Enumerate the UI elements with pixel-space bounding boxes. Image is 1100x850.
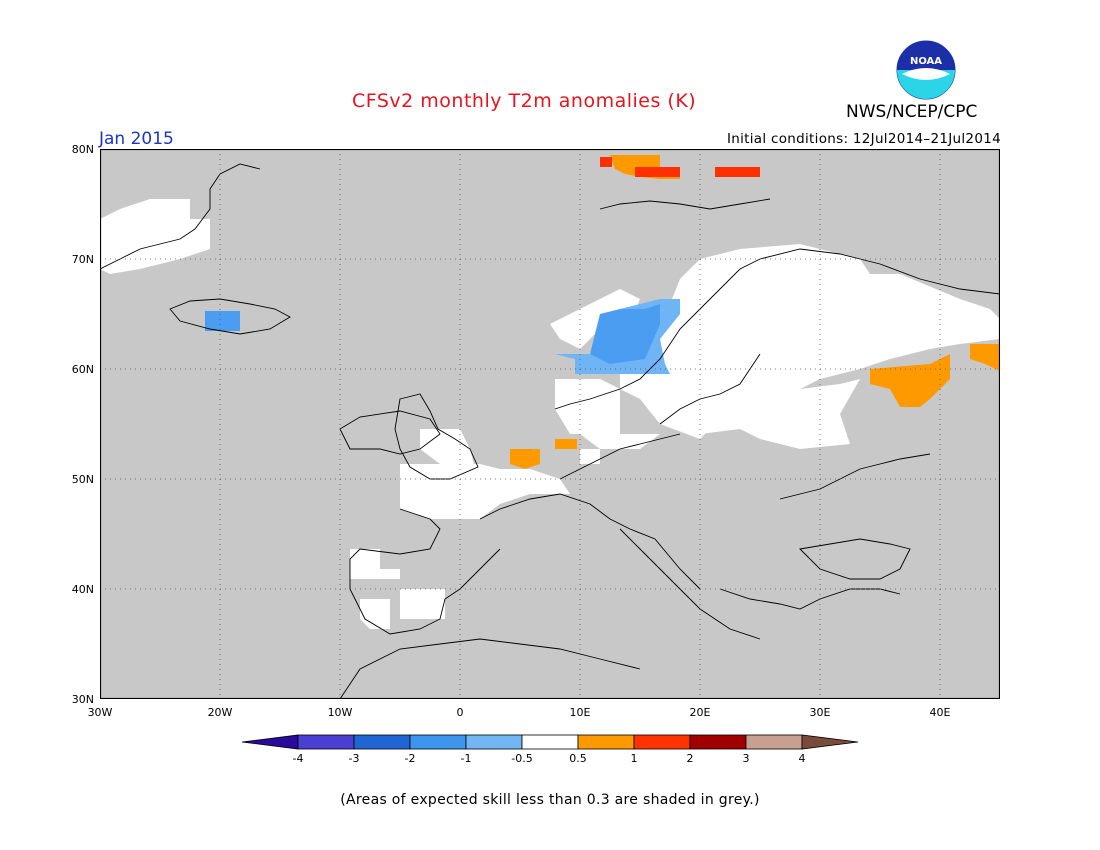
chart-title: CFSv2 monthly T2m anomalies (K): [352, 90, 697, 112]
legend-swatch: [521, 734, 579, 750]
neutral-regions: [100, 199, 1000, 629]
legend-swatch: [689, 734, 747, 750]
lon-label-10w: 10W: [327, 706, 353, 719]
lat-label-80n: 80N: [71, 143, 94, 156]
map-frame: [100, 149, 1000, 699]
legend-label-3: 3: [742, 752, 750, 765]
legend-label-neg3: -3: [348, 752, 360, 765]
legend-arrow-left: [241, 734, 299, 750]
legend-label-05: 0.5: [569, 752, 587, 765]
period-label: Jan 2015: [99, 129, 174, 149]
color-legend: [241, 734, 859, 750]
legend-arrow-right: [801, 734, 859, 750]
legend-label-4: 4: [798, 752, 806, 765]
lat-label-40n: 40N: [71, 583, 94, 596]
lat-label-60n: 60N: [71, 363, 94, 376]
lon-label-0: 0: [456, 706, 464, 719]
footnote: (Areas of expected skill less than 0.3 a…: [340, 792, 760, 808]
warm-anomalies: [510, 155, 1000, 469]
legend-label-neg2: -2: [404, 752, 416, 765]
lon-label-30e: 30E: [809, 706, 831, 719]
lat-label-50n: 50N: [71, 473, 94, 486]
logo-text: NOAA: [910, 56, 942, 67]
legend-swatch: [297, 734, 355, 750]
anomaly-map: [100, 149, 1000, 699]
noaa-logo: NOAA: [896, 40, 956, 100]
legend-label-1: 1: [630, 752, 638, 765]
lon-label-10e: 10E: [569, 706, 591, 719]
legend-swatch: [577, 734, 635, 750]
legend-label-2: 2: [686, 752, 694, 765]
legend-swatch: [353, 734, 411, 750]
lon-label-30w: 30W: [87, 706, 113, 719]
initial-conditions: Initial conditions: 12Jul2014–21Jul2014: [726, 131, 1001, 147]
legend-swatch: [465, 734, 523, 750]
lon-label-20w: 20W: [207, 706, 233, 719]
legend-swatch: [745, 734, 803, 750]
graticule: [100, 149, 1000, 699]
legend-swatch: [409, 734, 467, 750]
legend-label-neg4: -4: [292, 752, 304, 765]
coastlines: [100, 163, 1000, 699]
legend-swatch: [633, 734, 691, 750]
agency-label: NWS/NCEP/CPC: [846, 102, 978, 122]
lon-label-20e: 20E: [689, 706, 711, 719]
lat-label-70n: 70N: [71, 253, 94, 266]
lon-label-40e: 40E: [929, 706, 951, 719]
lat-label-30n: 30N: [71, 693, 94, 706]
map-background: [100, 149, 1000, 699]
cold-anomalies: [205, 299, 680, 374]
legend-label-neg1: -1: [460, 752, 472, 765]
legend-label-neg05: -0.5: [511, 752, 533, 765]
